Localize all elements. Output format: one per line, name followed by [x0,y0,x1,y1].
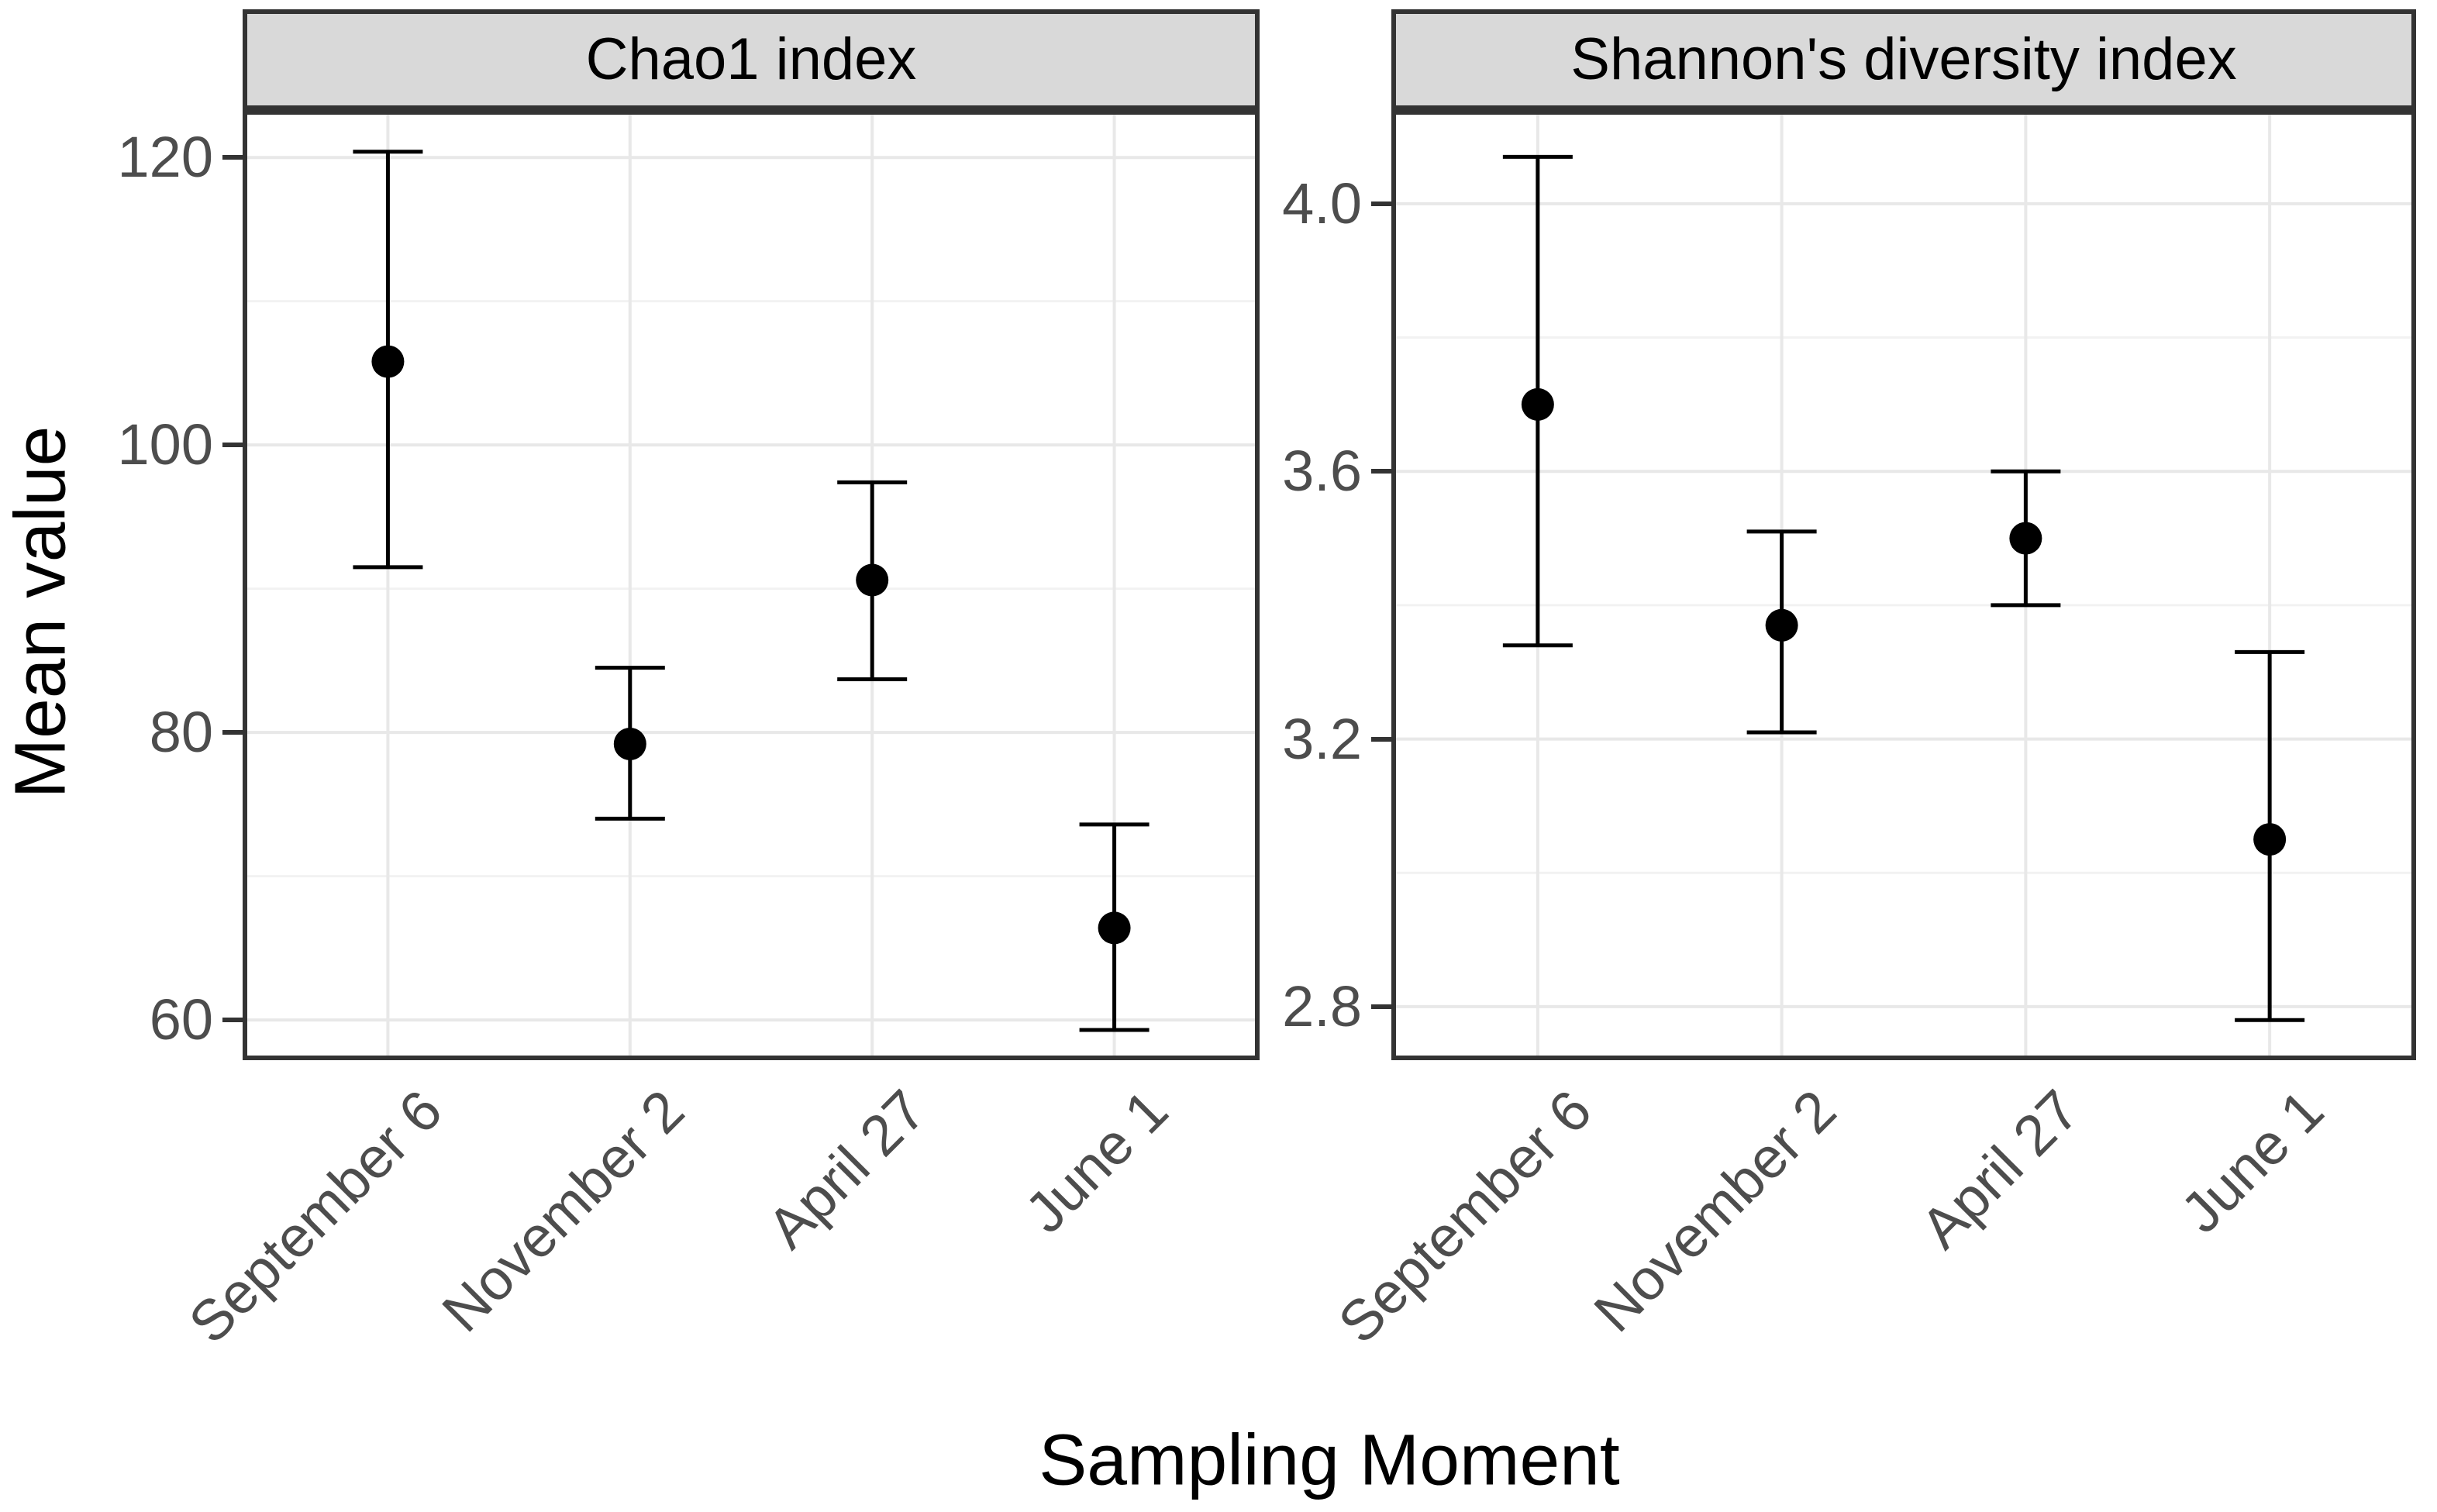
y-axis-tick-label: 2.8 [1282,973,1362,1038]
mean-point [1521,387,1554,421]
mean-point [2009,522,2042,555]
x-axis-category-label: September 6 [176,1077,454,1355]
y-axis-tick-label: 4.0 [1282,170,1362,236]
y-axis-tick-mark [1371,1004,1391,1009]
y-axis-tick-label: 100 [117,412,213,477]
y-axis-tick-mark [1371,201,1391,206]
y-axis-tick-label: 60 [149,987,213,1052]
x-axis-category-label: April 27 [755,1077,939,1261]
panel-border [1391,110,2416,1060]
x-axis-category-label: June 1 [1012,1077,1181,1245]
mean-point [1765,608,1798,642]
mean-point [371,345,405,378]
y-axis-tick-mark [1371,469,1391,474]
facet-strip-label: Shannon's diversity index [1570,26,2237,92]
y-axis-tick-mark [222,155,243,160]
mean-point [613,727,646,760]
x-axis-category-label: June 1 [2168,1077,2336,1245]
y-axis-title: Mean value [0,425,81,799]
y-axis-tick-label: 3.2 [1282,706,1362,771]
y-axis-tick-label: 3.6 [1282,439,1362,504]
y-axis-tick-mark [222,730,243,735]
mean-point [2253,823,2287,856]
x-axis-category-label: November 2 [429,1077,696,1345]
y-axis-tick-mark [222,1018,243,1023]
mean-point [856,563,889,597]
panel-border [243,110,1260,1060]
facet-panel [243,110,1260,1060]
y-axis-tick-label: 120 [117,125,213,190]
facet-strip: Shannon's diversity index [1391,9,2416,110]
x-axis-category-label: November 2 [1581,1077,1848,1345]
facet-strip-label: Chao1 index [585,26,917,92]
y-axis-tick-mark [222,443,243,448]
mean-point [1098,911,1131,945]
facet-strip: Chao1 index [243,9,1260,110]
y-axis-tick-mark [1371,736,1391,742]
y-axis-tick-label: 80 [149,700,213,765]
x-axis-category-label: April 27 [1908,1077,2092,1261]
x-axis-title: Sampling Moment [1039,1419,1620,1500]
x-axis-category-label: September 6 [1325,1077,1605,1355]
facet-panel [1391,110,2416,1060]
